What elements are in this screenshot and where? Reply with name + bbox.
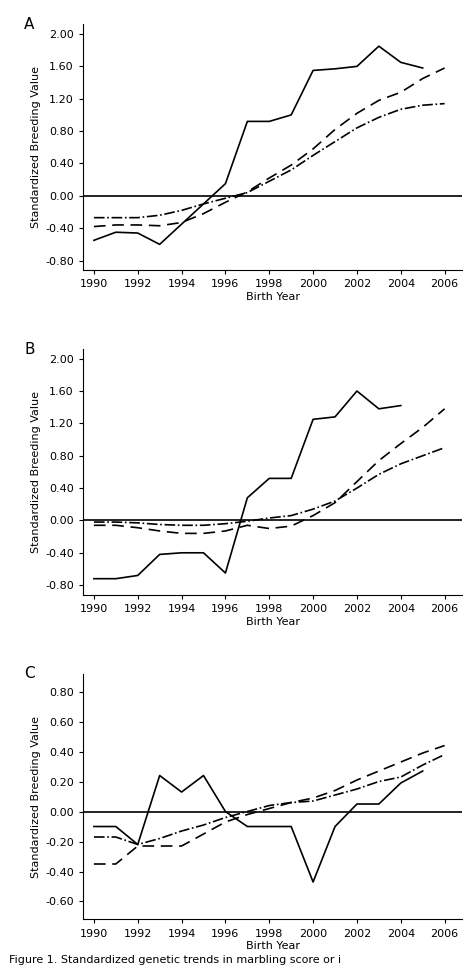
Text: C: C bbox=[24, 667, 35, 681]
Y-axis label: Standardized Breeding Value: Standardized Breeding Value bbox=[31, 715, 41, 878]
Y-axis label: Standardized Breeding Value: Standardized Breeding Value bbox=[31, 391, 41, 553]
Y-axis label: Standardized Breeding Value: Standardized Breeding Value bbox=[31, 66, 41, 229]
X-axis label: Birth Year: Birth Year bbox=[246, 617, 300, 627]
X-axis label: Birth Year: Birth Year bbox=[246, 941, 300, 952]
Text: B: B bbox=[24, 342, 35, 356]
Text: Figure 1. Standardized genetic trends in marbling score or i: Figure 1. Standardized genetic trends in… bbox=[9, 955, 342, 965]
Text: A: A bbox=[24, 17, 35, 32]
X-axis label: Birth Year: Birth Year bbox=[246, 292, 300, 302]
